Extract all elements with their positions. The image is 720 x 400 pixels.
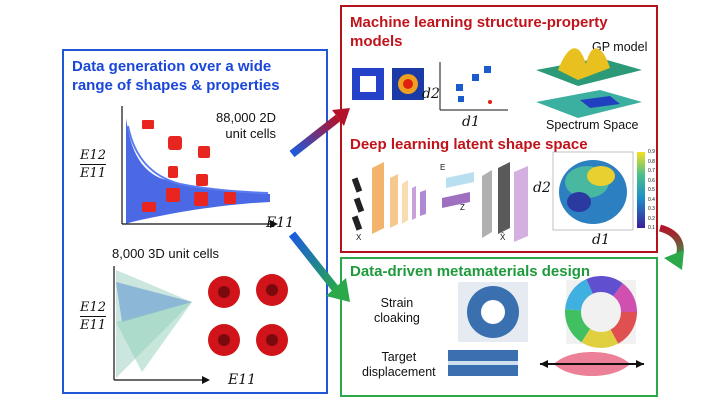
data-generation-panel: Data generation over a wide range of sha… [62, 49, 328, 394]
ylabel-3d: E12 E11 [80, 300, 107, 333]
gp-model-label: GP model [592, 40, 648, 54]
cloaking-color-ring [565, 276, 637, 348]
colorbar-ticks: 0.9 0.8 0.7 0.6 0.5 0.4 0.3 0.2 0.1 [648, 149, 660, 231]
unit-cell-images [352, 68, 424, 100]
strain-cloaking-label: Strain cloaking [374, 296, 420, 326]
displacement-strip [448, 350, 518, 376]
ml-title: Machine learning structure-property mode… [350, 13, 608, 51]
xlabel-2d: E11 [266, 215, 295, 231]
ylabel-num: E12 [80, 148, 107, 163]
gp-surface [536, 48, 642, 118]
arrow-to-ml [289, 108, 350, 158]
colorbar-tick: 0.1 [648, 225, 655, 231]
colorbar-tick: 0.7 [648, 168, 655, 174]
design-title: Data-driven metamaterials design [350, 263, 591, 280]
scatter-3d [113, 266, 288, 384]
target-line1: Target [381, 350, 417, 364]
net-e-label: E [440, 163, 446, 172]
design-panel: Data-driven metamaterials design [340, 257, 658, 397]
net-xhat-label: X̂ [500, 233, 506, 242]
ml-title-line2: models [350, 33, 403, 50]
d2-label: d2 [422, 86, 440, 102]
target-displacement-label: Target displacement [362, 350, 436, 380]
xlabel-3d: E11 [228, 372, 257, 388]
latent-space-plot [552, 151, 634, 231]
latent-d2-label: d2 [533, 180, 551, 196]
net-z-label: Z [460, 203, 465, 212]
count-2d-line1: 88,000 2D [216, 110, 276, 125]
spectrum-space-label: Spectrum Space [546, 118, 639, 132]
colorbar-tick: 0.4 [648, 196, 655, 203]
ml-models-panel: Machine learning structure-property mode… [340, 5, 658, 253]
arrow-to-design [288, 231, 350, 302]
colorbar-tick: 0.2 [648, 215, 655, 222]
ml-title-line1: Machine learning structure-property [350, 14, 608, 31]
ylabel3d-num: E12 [80, 300, 107, 315]
ylabel3d-den: E11 [80, 318, 107, 333]
title-line-2: range of shapes & properties [72, 77, 280, 94]
colorbar-tick: 0.9 [648, 149, 655, 155]
count-2d-line2: unit cells [225, 126, 276, 141]
strain-line2: cloaking [374, 311, 420, 325]
colorbar-tick: 0.5 [648, 187, 655, 193]
colorbar-tick: 0.6 [648, 177, 655, 184]
d1-label: d1 [462, 114, 480, 130]
ylabel-den: E11 [80, 166, 107, 181]
colorbar-tick: 0.8 [648, 158, 655, 165]
ylabel-2d: E12 E11 [80, 148, 107, 181]
latent-d1-label: d1 [592, 232, 610, 248]
count-3d: 8,000 3D unit cells [112, 246, 219, 261]
cloaking-ring [458, 282, 528, 342]
latent-mini-plot [439, 62, 508, 111]
data-generation-title: Data generation over a wide range of sha… [72, 57, 280, 95]
title-line-1: Data generation over a wide [72, 58, 272, 75]
displacement-result [540, 352, 644, 376]
autoencoder-diagram [351, 162, 528, 242]
arrow-ml-to-design [658, 224, 684, 270]
strain-line1: Strain [380, 296, 414, 310]
target-line2: displacement [362, 365, 436, 379]
count-2d: 88,000 2D unit cells [216, 110, 276, 142]
scatter-2d [121, 106, 278, 228]
colorbar-tick: 0.3 [648, 206, 655, 212]
dl-title: Deep learning latent shape space [350, 136, 588, 153]
net-x-label: X [356, 233, 362, 242]
colorbar [637, 152, 645, 228]
